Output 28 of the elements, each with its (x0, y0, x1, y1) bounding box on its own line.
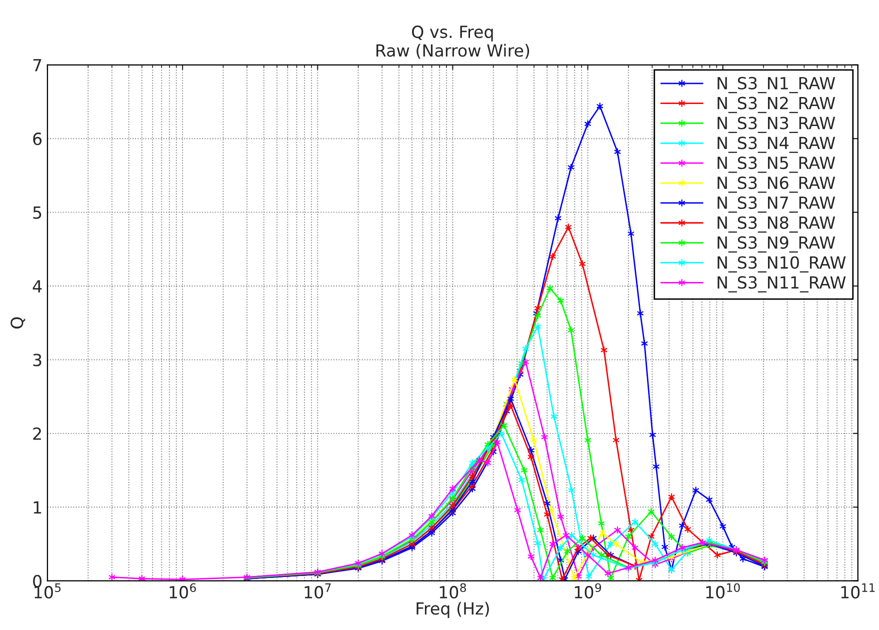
legend-label: N_S3_N11_RAW (718, 276, 846, 292)
x-tick-label: 10$^{8}$ (440, 583, 466, 598)
legend-label: N_S3_N9_RAW (718, 236, 836, 253)
legend-label: N_S3_N6_RAW (718, 176, 836, 193)
x-tick-label: 10$^{6}$ (170, 583, 196, 598)
y-tick-label: 5 (33, 206, 42, 219)
legend-label: N_S3_N3_RAW (718, 116, 836, 134)
y-tick-label: 1 (34, 501, 42, 514)
chart-title: Q vs. Freq (412, 26, 493, 42)
chart-subtitle: Raw (Narrow Wire) (376, 44, 530, 59)
legend-label: N_S3_N7_RAW (718, 196, 836, 213)
y-tick-label: 4 (32, 280, 42, 292)
x-axis-title: Freq (Hz) (416, 602, 489, 618)
x-tick-label: 10$^{7}$ (304, 583, 331, 599)
legend-label: N_S3_N2_RAW (718, 96, 836, 114)
x-tick-label: 10$^{10}$ (706, 583, 740, 598)
y-tick-label: 3 (33, 354, 42, 366)
legend-label: N_S3_N4_RAW (718, 136, 836, 153)
legend-label: N_S3_N8_RAW (718, 216, 836, 233)
y-tick-label: 7 (33, 59, 42, 72)
x-tick-label: 10$^{9}$ (574, 583, 602, 598)
legend-label: N_S3_N1_RAW (718, 76, 836, 94)
y-tick-label: 2 (33, 427, 41, 440)
y-axis-title: Q (10, 317, 26, 328)
y-tick-label: 6 (33, 132, 42, 146)
x-tick-label: 10$^{11}$ (841, 583, 875, 599)
legend-label: N_S3_N10_RAW (718, 256, 846, 272)
legend-label: N_S3_N5_RAW (718, 156, 836, 173)
